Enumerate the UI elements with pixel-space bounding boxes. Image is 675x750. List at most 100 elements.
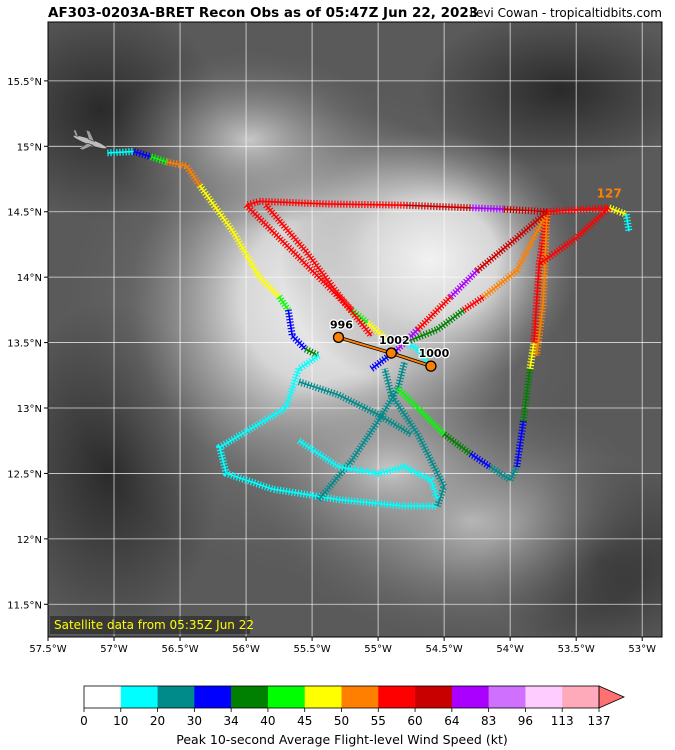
colorbar-swatch <box>378 686 416 708</box>
lat-tick-label: 13.5°N <box>7 339 42 350</box>
lat-tick-label: 12°N <box>17 535 42 546</box>
flight-segment <box>526 342 538 370</box>
flight-segment <box>296 437 441 501</box>
center-fix-pressure-label: 996 <box>330 318 353 331</box>
colorbar-tick-label: 45 <box>297 714 312 728</box>
flight-segment <box>448 268 480 300</box>
colorbar-swatch <box>304 686 342 708</box>
lon-tick-label: 55.5°W <box>294 644 331 655</box>
colorbar-swatch <box>525 686 563 708</box>
lon-tick-label: 57.5°W <box>29 644 66 655</box>
flight-segment <box>297 378 413 438</box>
flight-segment <box>276 294 292 312</box>
colorbar-tick-label: 34 <box>224 714 239 728</box>
center-fix-pressure-label: 1000 <box>419 347 450 360</box>
flight-segment <box>519 368 534 422</box>
lat-tick-label: 15°N <box>17 142 42 153</box>
colorbar-swatch <box>231 686 269 708</box>
colorbar-tick-label: 64 <box>444 714 459 728</box>
peak-wind-label: 127 <box>597 186 622 200</box>
lat-tick-label: 14.5°N <box>7 208 42 219</box>
lon-tick-label: 53.5°W <box>558 644 595 655</box>
flight-segment <box>316 361 408 502</box>
colorbar-tick-label: 40 <box>260 714 275 728</box>
flight-segment <box>196 183 282 300</box>
colorbar-swatch <box>488 686 526 708</box>
lon-tick-label: 57°W <box>100 644 128 655</box>
flight-segment <box>245 197 405 209</box>
colorbar-swatch <box>415 686 453 708</box>
colorbar-tick-label: 60 <box>407 714 422 728</box>
longitude-ticks: 57.5°W 57°W 56.5°W 56°W 55.5°W 55°W 54.5°W 54°W… <box>29 637 656 655</box>
flight-segment <box>303 345 321 359</box>
lat-tick-label: 15.5°N <box>7 77 42 88</box>
flight-segment <box>107 148 134 157</box>
flight-segment <box>395 327 421 352</box>
flight-segment <box>284 309 308 352</box>
colorbar-swatch <box>157 686 195 708</box>
lat-tick-label: 14°N <box>17 273 42 284</box>
colorbar-swatch <box>341 686 379 708</box>
colorbar-label: Peak 10-second Average Flight-level Wind… <box>176 732 507 747</box>
flight-segment <box>263 202 375 339</box>
map-title: AF303-0203A-BRET Recon Obs as of 05:47Z … <box>48 5 478 21</box>
flight-segment <box>488 463 520 484</box>
center-fix-track: 996 1002 1000 <box>329 317 451 372</box>
flight-segment <box>533 211 551 357</box>
colorbar-swatch <box>120 686 158 708</box>
lon-tick-label: 56°W <box>232 644 260 655</box>
flight-segment <box>243 202 355 313</box>
center-fix-marker <box>385 347 397 359</box>
lon-tick-label: 55°W <box>364 644 392 655</box>
colorbar-tick-label: 0 <box>80 714 88 728</box>
flight-segment <box>537 205 612 267</box>
flight-segment <box>481 210 551 300</box>
flight-segment <box>403 307 466 346</box>
colorbar-tick-label: 96 <box>518 714 533 728</box>
colorbar-swatch <box>84 686 122 708</box>
flight-track <box>107 148 633 510</box>
flight-segment <box>442 431 473 457</box>
flight-segment <box>468 450 493 470</box>
colorbar-swatch <box>451 686 489 708</box>
colorbar-swatch <box>194 686 232 708</box>
flight-segment <box>470 204 504 213</box>
lon-tick-label: 54°W <box>496 644 524 655</box>
flight-segment <box>415 294 454 332</box>
colorbar-swatch <box>562 686 600 708</box>
colorbar-tick-label: 55 <box>371 714 386 728</box>
center-fix-marker <box>425 360 437 372</box>
flight-segment <box>622 213 633 232</box>
colorbar-tick-label: 50 <box>334 714 349 728</box>
colorbar-tick-label: 83 <box>481 714 496 728</box>
flight-segment <box>216 352 438 510</box>
flight-segment <box>461 293 486 313</box>
lat-tick-label: 11.5°N <box>7 600 42 611</box>
lon-tick-label: 56.5°W <box>161 644 198 655</box>
lon-tick-label: 53°W <box>628 644 656 655</box>
aircraft-icon <box>72 129 108 151</box>
lat-lon-grid <box>48 22 662 637</box>
wind-speed-colorbar: 0 10 20 30 34 40 45 50 55 60 64 83 96 113 137 <box>80 685 625 728</box>
flight-segment <box>395 385 447 437</box>
flight-segment <box>132 148 153 161</box>
colorbar-tick-label: 30 <box>187 714 202 728</box>
colorbar-extend-arrow <box>598 685 625 709</box>
flight-segment <box>381 367 448 508</box>
colorbar-tick-label: 113 <box>551 714 574 728</box>
center-fix-marker <box>332 331 345 344</box>
satellite-note: Satellite data from 05:35Z Jun 22 <box>54 618 254 632</box>
satellite-note-box <box>50 616 250 634</box>
flight-segment <box>607 204 628 218</box>
flight-segment <box>404 201 471 212</box>
flight-segment <box>546 204 610 216</box>
colorbar-tick-label: 20 <box>150 714 165 728</box>
flight-segment <box>149 153 168 166</box>
colorbar-tick-label: 10 <box>113 714 128 728</box>
lat-tick-label: 13°N <box>17 404 42 415</box>
map-frame <box>47 21 663 638</box>
lon-tick-label: 54.5°W <box>426 644 463 655</box>
flight-segment <box>365 320 394 346</box>
center-fix-pressure-label: 1002 <box>379 334 410 347</box>
